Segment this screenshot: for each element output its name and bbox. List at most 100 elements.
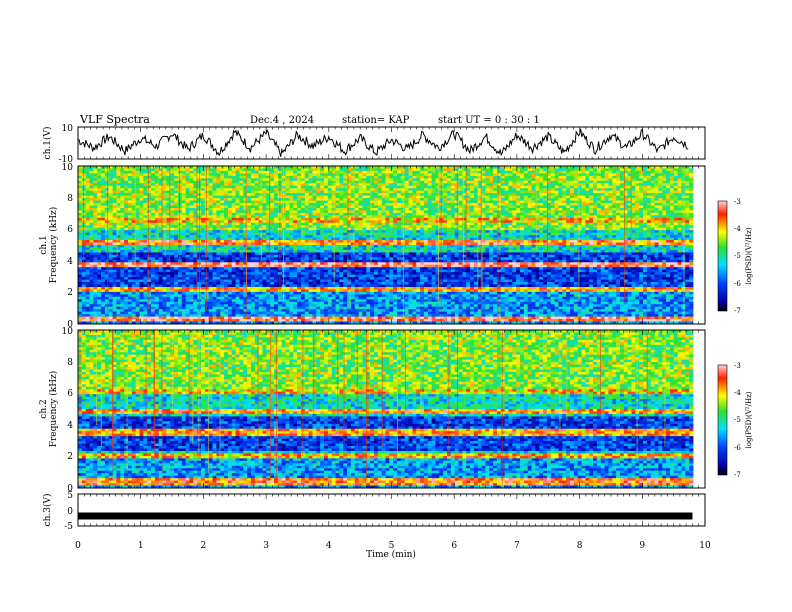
spectrogram-cell	[354, 220, 359, 224]
spectrogram-cell	[616, 170, 621, 174]
spectrogram-cell	[231, 168, 236, 172]
spectrogram-cell	[604, 195, 609, 199]
spectrogram-cell	[566, 210, 571, 214]
spectrogram-cell	[170, 166, 175, 169]
spectrogram-cell	[639, 200, 644, 204]
spectrogram-cell	[254, 207, 260, 211]
spectrogram-cell	[658, 185, 663, 189]
spectrogram-cell	[185, 185, 190, 189]
spectrogram-cell	[616, 180, 621, 184]
spectrogram-cell	[596, 180, 602, 184]
spectrogram-cell	[154, 170, 160, 174]
spectrogram-cell	[535, 175, 540, 179]
spectrogram-cell	[381, 166, 386, 169]
spectrogram-cell	[85, 220, 90, 224]
spectrogram-cell	[112, 240, 117, 243]
spectrogram-cell	[558, 225, 563, 229]
spectrogram-cell	[158, 203, 163, 206]
spectrogram-cell	[204, 166, 210, 169]
spectrogram-cell	[135, 195, 140, 199]
spectrogram-cell	[435, 230, 440, 234]
spectrogram-cell	[466, 166, 471, 169]
spectrogram-cell	[208, 212, 213, 216]
spectrogram-cell	[162, 178, 167, 182]
spectrogram-cell	[151, 215, 156, 219]
spectrogram-cell	[143, 225, 148, 229]
spectrogram-cell	[289, 227, 294, 231]
spectrogram-cell	[216, 240, 221, 243]
spectrogram-cell	[619, 212, 625, 216]
spectrogram-cell	[297, 240, 302, 243]
spectrogram-cell	[427, 168, 433, 172]
spectrogram-cell	[466, 237, 471, 241]
spectrogram-cell	[143, 203, 148, 206]
spectrogram-cell	[535, 168, 540, 172]
spectrogram-cell	[397, 232, 402, 236]
spectrogram-cell	[677, 185, 682, 189]
spectrogram-cell	[350, 193, 356, 197]
spectrogram-cell	[170, 232, 175, 236]
spectrogram-cell	[139, 217, 144, 221]
spectrogram-cell	[550, 215, 556, 219]
spectrogram-cell	[619, 168, 625, 172]
spectrogram-cell	[527, 185, 532, 189]
spectrogram-cell	[324, 180, 329, 184]
spectrogram-cell	[458, 222, 463, 226]
spectrogram-cell	[662, 205, 667, 209]
spectrogram-cell	[577, 215, 582, 219]
spectrogram-cell	[404, 237, 409, 241]
spectrogram-cell	[604, 220, 609, 224]
spectrogram-cell	[85, 203, 90, 206]
spectrogram-cell	[608, 203, 613, 206]
spectrogram-cell	[589, 207, 594, 211]
spectrogram-cell	[231, 166, 236, 169]
spectrogram-cell	[89, 205, 94, 209]
spectrogram-cell	[304, 217, 310, 221]
spectrogram-cell	[358, 207, 363, 211]
spectrogram-cell	[139, 207, 144, 211]
spectrogram-cell	[312, 166, 317, 169]
spectrogram-cell	[204, 170, 210, 174]
spectrogram-cell	[466, 173, 471, 177]
spectrogram-cell	[639, 215, 644, 219]
spectrogram-cell	[504, 227, 509, 231]
spectrogram-cell	[85, 222, 90, 226]
spectrogram-cell	[373, 180, 379, 184]
spectrogram-cell	[523, 225, 529, 229]
spectrogram-cell	[481, 183, 486, 187]
spectrogram-cell	[354, 212, 359, 216]
spectrogram-cell	[158, 222, 163, 226]
spectrogram-cell	[520, 222, 525, 226]
spectrogram-cell	[616, 215, 621, 219]
spectrogram-cell	[358, 230, 363, 234]
spectrogram-cell	[347, 203, 352, 206]
spectrogram-cell	[78, 235, 83, 238]
spectrogram-cell	[654, 232, 659, 236]
spectrogram-cell	[619, 203, 625, 206]
spectrogram-cell	[316, 190, 321, 194]
spectrogram-cell	[358, 222, 363, 226]
spectrogram-cell	[177, 200, 183, 204]
spectrogram-cell	[450, 217, 456, 221]
spectrogram-cell	[689, 240, 694, 243]
spectrogram-cell	[520, 173, 525, 177]
spectrogram-cell	[104, 166, 110, 169]
spectrogram-cell	[535, 205, 540, 209]
spectrogram-cell	[85, 232, 90, 236]
spectrogram-cell	[120, 185, 125, 189]
spectrogram-cell	[627, 227, 632, 231]
spectrogram-cell	[320, 210, 325, 214]
spectrogram-cell	[523, 173, 529, 177]
spectrogram-cell	[266, 200, 271, 204]
spectrogram-cell	[527, 175, 532, 179]
spectrogram-cell	[201, 185, 206, 189]
spectrogram-cell	[397, 203, 402, 206]
spectrogram-cell	[427, 173, 433, 177]
spectrogram-cell	[239, 225, 244, 229]
spectrogram-cell	[308, 240, 313, 243]
spectrogram-cell	[112, 232, 117, 236]
spectrogram-cell	[177, 220, 183, 224]
spectrogram-cell	[343, 210, 348, 214]
spectrogram-cell	[335, 230, 340, 234]
spectrogram-cell	[643, 185, 648, 189]
